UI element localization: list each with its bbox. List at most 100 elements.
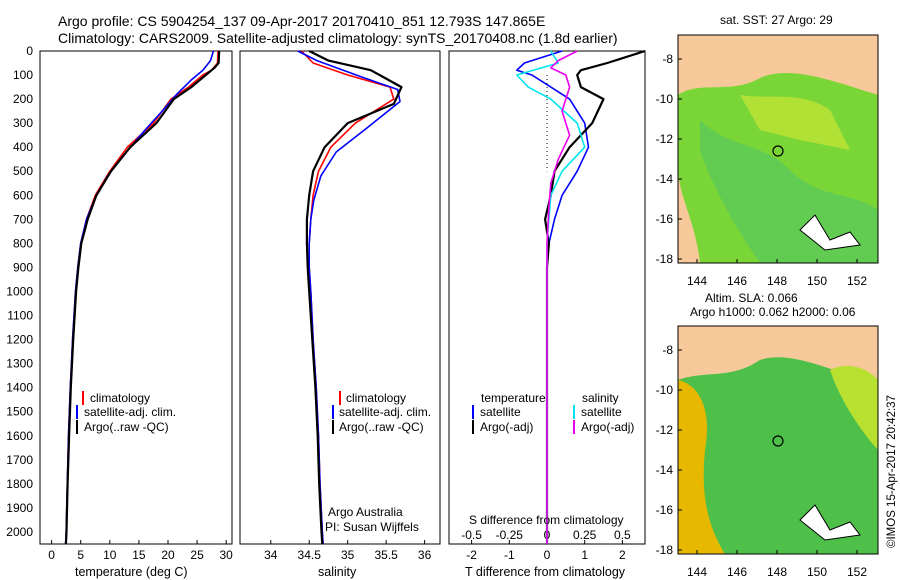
map-lon-label: 150 — [807, 565, 827, 579]
salinity-x-label: salinity — [318, 565, 357, 579]
depth-tick-label: 1900 — [6, 501, 33, 515]
difference-x-ticks: -2 -1 0 1 2-0.5 -0.25 0 0.25 0.5 — [461, 75, 631, 562]
legend-label-s-satellite: satellite — [581, 405, 622, 419]
map-lat-label: -8 — [662, 343, 673, 357]
map-lon-label: 144 — [687, 565, 707, 579]
x-tick-label: 10 — [103, 548, 117, 562]
s-tick-label: 0.5 — [614, 528, 631, 542]
difference-panel: -2 -1 0 1 2-0.5 -0.25 0 0.25 0.5 S difference fr… — [448, 49, 646, 579]
depth-tick-label: 500 — [13, 164, 33, 178]
depth-tick-label: 300 — [13, 116, 33, 130]
depth-tick-label: 400 — [13, 140, 33, 154]
legend-label-satellite-adj: satellite-adj. clim. — [84, 405, 176, 419]
map-lon-label: 144 — [687, 274, 707, 288]
map-lon-label: 150 — [807, 274, 827, 288]
map-lon-label: 148 — [767, 565, 787, 579]
x-tick-label: 2 — [619, 548, 626, 562]
depth-tick-label: 700 — [13, 212, 33, 226]
x-tick-label: 0 — [48, 548, 55, 562]
series-line-argo-raw-qc- — [64, 50, 221, 545]
depth-tick-label: 200 — [13, 92, 33, 106]
imos-timestamp: ©IMOS 15-Apr-2017 20:42:37 — [886, 395, 898, 548]
depth-tick-label: 2000 — [6, 525, 33, 539]
map-lon-label: 152 — [847, 274, 867, 288]
sst-map-island — [799, 214, 861, 251]
legend-heading-salinity: salinity — [582, 391, 619, 405]
sst-map-frame — [677, 34, 879, 264]
legend-label-argo-raw: Argo(..raw -QC) — [84, 420, 169, 434]
legend-label-climatology: climatology — [346, 391, 406, 405]
salinity-legend: climatology satellite-adj. clim. Argo(..… — [332, 391, 431, 434]
depth-tick-label: 600 — [13, 188, 33, 202]
credit-org: Argo Australia — [328, 505, 403, 519]
map-lat-label: -14 — [656, 463, 674, 477]
x-tick-label: 15 — [132, 548, 146, 562]
depth-tick-label: 100 — [13, 68, 33, 82]
x-tick-label: 34.5 — [298, 548, 322, 562]
difference-series — [515, 49, 646, 544]
header-line-1: Argo profile: CS 5904254_137 09-Apr-2017… — [58, 13, 545, 29]
x-tick-label: 25 — [190, 548, 204, 562]
legend-label-climatology: climatology — [90, 391, 150, 405]
t-difference-label: T difference from climatology — [465, 565, 626, 579]
map-lat-label: -12 — [656, 132, 674, 146]
x-tick-label: 5 — [77, 548, 84, 562]
temperature-series — [64, 50, 221, 545]
sla-map-ticks: -8 -10 -12 -14 -16 -18 144 146 148 150 152 — [656, 343, 868, 579]
sla-map-high-sla — [678, 380, 725, 554]
map-lat-label: -16 — [656, 212, 674, 226]
sla-map-title-2: Argo h1000: 0.062 h2000: 0.06 — [690, 305, 856, 319]
temperature-x-label: temperature (deg C) — [75, 565, 188, 579]
series-line-s-argo-adj- — [546, 50, 578, 544]
series-line-argo-raw-qc- — [305, 50, 403, 545]
map-lat-label: -14 — [656, 172, 674, 186]
legend-label-s-argo: Argo(-adj) — [581, 420, 634, 434]
salinity-panel: 34 34.5 35 35.5 36 salinity climatology sate… — [239, 50, 441, 579]
depth-tick-label: 1500 — [6, 405, 33, 419]
legend-label-satellite-adj: satellite-adj. clim. — [339, 405, 431, 419]
s-difference-label: S difference from climatology — [469, 513, 624, 527]
sla-map-title-1: Altim. SLA: 0.066 — [705, 291, 798, 305]
x-tick-label: 34 — [264, 548, 278, 562]
x-tick-label: 35 — [341, 548, 355, 562]
depth-axis-ticks: 0 100 200 300 400 500 600 700 800 900 1000 1100 1200… — [6, 44, 453, 539]
temperature-plot-frame — [39, 50, 233, 545]
credit-pi: PI: Susan Wijffels — [325, 520, 419, 534]
s-tick-label: -0.25 — [496, 528, 524, 542]
x-tick-label: 35.5 — [374, 548, 398, 562]
s-tick-label: 0.25 — [573, 528, 597, 542]
salinity-plot-frame — [239, 50, 441, 545]
map-lon-label: 148 — [767, 274, 787, 288]
x-tick-label: 30 — [220, 548, 234, 562]
depth-tick-label: 1200 — [6, 333, 33, 347]
sla-map: -8 -10 -12 -14 -16 -18 144 146 148 150 152 — [656, 325, 879, 579]
depth-tick-label: 1600 — [6, 429, 33, 443]
map-lon-label: 146 — [727, 565, 747, 579]
sla-map-argo-marker — [772, 435, 784, 447]
salinity-series — [297, 50, 403, 545]
map-lat-label: -10 — [656, 92, 674, 106]
sst-map-title: sat. SST: 27 Argo: 29 — [720, 13, 833, 27]
sla-map-frame — [677, 325, 879, 555]
depth-tick-label: 1000 — [6, 284, 33, 298]
depth-tick-label: 800 — [13, 236, 33, 250]
x-tick-label: 0 — [544, 548, 551, 562]
legend-heading-temperature: temperature — [481, 391, 546, 405]
x-tick-label: -1 — [504, 548, 515, 562]
map-lat-label: -18 — [656, 252, 674, 266]
sst-map: -8 -10 -12 -14 -16 -18 144 146 148 150 152 — [656, 34, 879, 288]
salinity-x-ticks: 34 34.5 35 35.5 36 — [264, 540, 432, 562]
map-lat-label: -10 — [656, 383, 674, 397]
depth-tick-label: 1700 — [6, 453, 33, 467]
depth-tick-label: 1300 — [6, 357, 33, 371]
x-tick-label: 36 — [418, 548, 432, 562]
sst-map-ticks: -8 -10 -12 -14 -16 -18 144 146 148 150 152 — [656, 52, 868, 288]
map-lat-label: -8 — [662, 52, 673, 66]
map-lat-label: -16 — [656, 503, 674, 517]
depth-tick-label: 1100 — [7, 309, 33, 323]
legend-label-argo-raw: Argo(..raw -QC) — [339, 420, 424, 434]
map-lat-label: -12 — [656, 423, 674, 437]
sst-map-water-deep — [700, 120, 878, 263]
sla-map-island — [799, 504, 861, 541]
